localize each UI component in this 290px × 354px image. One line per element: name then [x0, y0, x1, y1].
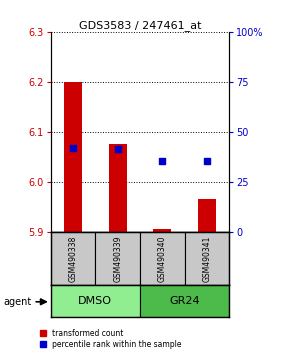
Text: GSM490341: GSM490341	[202, 235, 211, 282]
Bar	[51, 285, 140, 317]
Bar	[153, 229, 171, 232]
Point	[71, 145, 75, 151]
Bar	[95, 232, 140, 285]
Point	[160, 158, 164, 164]
Bar	[140, 232, 184, 285]
Text: GR24: GR24	[169, 296, 200, 306]
Bar	[140, 285, 229, 317]
Text: GSM490338: GSM490338	[68, 235, 77, 282]
Point	[204, 158, 209, 164]
Text: agent: agent	[3, 297, 31, 307]
Bar	[64, 82, 82, 232]
Legend: transformed count, percentile rank within the sample: transformed count, percentile rank withi…	[39, 327, 183, 350]
Bar	[184, 232, 229, 285]
Text: GSM490340: GSM490340	[158, 235, 167, 282]
Point	[115, 147, 120, 152]
Text: GSM490339: GSM490339	[113, 235, 122, 282]
Bar	[109, 144, 126, 232]
Bar	[51, 232, 95, 285]
Title: GDS3583 / 247461_at: GDS3583 / 247461_at	[79, 20, 201, 30]
Bar	[198, 199, 216, 232]
Text: DMSO: DMSO	[78, 296, 112, 306]
